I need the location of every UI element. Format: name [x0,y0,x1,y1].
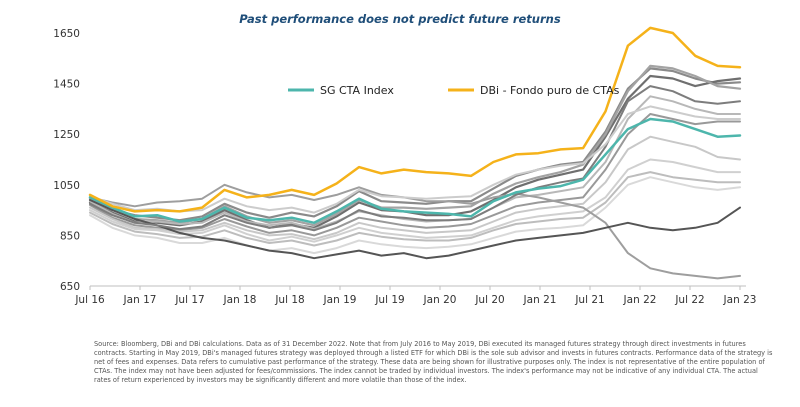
x-tick-label: Jul 22 [674,294,704,306]
x-tick-label: Jul 16 [74,294,105,306]
y-tick-label: 1050 [53,180,80,192]
x-tick-label: Jan 21 [523,294,557,306]
series-line-cta-9 [89,176,741,255]
y-tick-label: 1450 [53,79,80,91]
legend-label: SG CTA Index [320,84,394,97]
series-line-cta-13 [89,105,741,214]
series-line-cta-11 [89,199,741,260]
y-tick-label: 1250 [53,129,80,141]
x-tick-label: Jul 18 [274,294,304,306]
source-note: Source: Bloomberg, DBi and DBi calculati… [94,340,773,384]
series-line-cta-5 [89,113,741,237]
series-line-dbi-fondo-puro-de-ctas [88,26,742,213]
series-line-cta-4 [89,95,741,231]
series-line-cta-7 [89,158,741,243]
series-line-cta-1 [88,67,742,222]
series-layer [88,26,742,280]
legend: SG CTA Index DBi - Fondo puro de CTAs [288,84,620,97]
x-tick-label: Jul 19 [374,294,404,306]
x-tick-label: Jan 18 [223,294,257,306]
series-line-cta-6 [89,135,741,241]
y-tick-label: 850 [60,230,80,242]
y-tick-label: 650 [60,281,80,293]
series-line-cta-3 [88,64,742,227]
x-tick-label: Jan 22 [623,294,657,306]
x-tick-label: Jan 17 [123,294,157,306]
x-tick-label: Jul 17 [174,294,204,306]
x-tick-label: Jul 20 [474,294,504,306]
x-tick-label: Jan 19 [323,294,357,306]
series-line-sg-cta-index [88,117,742,225]
axis-layer: 650 850 1050 1250 1450 1650 Jul 16 Jan 17 Jul 17… [53,28,756,306]
series-line-cta-2 [88,74,742,229]
series-line-cta-10 [89,183,741,280]
chart-title: Past performance does not predict future… [239,12,561,26]
x-tick-label: Jan 23 [723,294,757,306]
y-tick-label: 1650 [53,28,80,40]
legend-label: DBi - Fondo puro de CTAs [480,84,620,97]
series-line-cta-12 [89,85,741,232]
x-tick-label: Jul 21 [574,294,604,306]
x-tick-label: Jan 20 [423,294,457,306]
